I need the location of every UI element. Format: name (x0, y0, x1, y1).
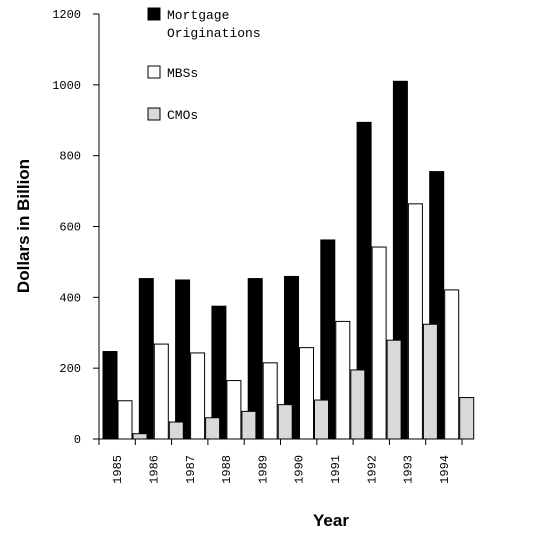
bar-mbss-1987 (190, 352, 206, 440)
x-tick-label: 1989 (256, 455, 270, 484)
bar-mbss-1993 (407, 203, 423, 440)
x-tick-label: 1986 (147, 455, 161, 484)
x-tick-label: 1988 (220, 455, 234, 484)
bar-mbss-1994 (444, 289, 460, 440)
bar-cmos-1989 (277, 404, 293, 440)
x-tick-label: 1993 (402, 455, 416, 484)
legend-label: MBSs (167, 66, 198, 81)
x-tick-label: 1992 (365, 455, 379, 484)
bar-mbss-1988 (226, 380, 242, 440)
y-tick-label: 400 (59, 291, 81, 305)
x-axis: 1985 1986 1987 1988 1989 1990 1991 1992 1993 1994 (98, 438, 467, 484)
bars (102, 80, 475, 440)
bar-cmos-1987 (205, 417, 221, 440)
bar-mortgage-originations-1986 (138, 278, 154, 440)
legend-label: CMOs (167, 108, 198, 123)
y-tick-label: 0 (74, 433, 81, 447)
legend-label: Originations (167, 26, 261, 41)
bar-cmos-1985 (132, 433, 148, 440)
x-tick-label: 1987 (184, 455, 198, 484)
bar-cmos-1988 (241, 410, 257, 440)
bar-mortgage-originations-1987 (175, 279, 191, 440)
x-tick-label: 1991 (329, 455, 343, 484)
legend-swatch (147, 107, 161, 121)
bar-mbss-1992 (371, 246, 387, 440)
x-tick-label: 1990 (293, 455, 307, 484)
bar-cmos-1992 (386, 339, 402, 440)
x-tick-label: 1994 (438, 455, 452, 484)
bar-cmos-1990 (314, 399, 329, 440)
bar-mbss-1985 (117, 400, 133, 440)
bar-mbss-1989 (262, 362, 278, 440)
bar-cmos-1993 (422, 323, 438, 440)
bar-mbss-1991 (335, 320, 351, 440)
y-tick-label: 200 (59, 362, 81, 376)
y-axis: 0 200 400 600 800 1000 1200 (52, 8, 100, 447)
legend-label: Mortgage (167, 8, 229, 23)
legend-swatch (147, 65, 161, 79)
y-tick-label: 1200 (52, 8, 81, 22)
legend-swatch (147, 7, 161, 21)
x-tick-label: 1985 (111, 455, 125, 484)
legend: Mortgage Originations MBSs CMOs (147, 7, 261, 123)
bar-cmos-1991 (350, 369, 366, 440)
bar-cmos-1986 (168, 421, 184, 440)
bar-mortgage-originations-1985 (102, 351, 118, 440)
bar-mbss-1986 (153, 343, 169, 440)
bar-cmos-1994 (459, 397, 475, 440)
bar-mbss-1990 (299, 347, 314, 440)
y-axis-title: Dollars in Billion (14, 159, 33, 293)
x-axis-title: Year (313, 511, 349, 530)
y-tick-label: 1000 (52, 79, 81, 93)
y-tick-label: 600 (59, 221, 81, 235)
y-tick-label: 800 (59, 150, 81, 164)
